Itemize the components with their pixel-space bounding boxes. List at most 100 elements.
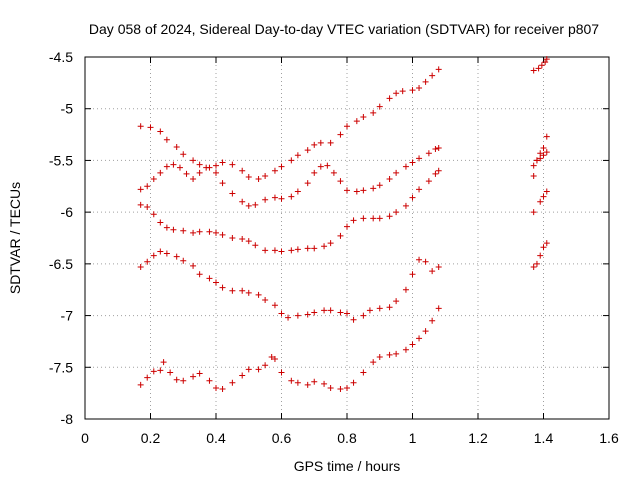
data-point-track-5: [321, 380, 328, 387]
data-point-track-1: [288, 157, 295, 164]
chart-title: Day 058 of 2024, Sidereal Day-to-day VTE…: [89, 21, 599, 37]
data-point-track-3: [271, 247, 278, 254]
data-point-track-2: [245, 202, 252, 209]
data-point-track-5: [239, 372, 246, 379]
data-point-track-6: [540, 145, 547, 152]
data-point-track-2: [229, 190, 236, 197]
data-point-track-5: [268, 353, 275, 360]
data-point-track-5: [304, 381, 311, 388]
data-point-track-4: [402, 286, 409, 293]
data-point-track-5: [422, 328, 429, 335]
data-point-track-1: [239, 167, 246, 174]
data-point-track-2: [176, 164, 183, 171]
data-point-track-2: [203, 164, 210, 171]
data-point-track-5: [262, 362, 269, 369]
data-point-track-5: [150, 368, 157, 375]
data-point-track-4: [190, 262, 197, 269]
data-point-track-7: [543, 240, 550, 247]
data-point-track-2: [416, 155, 423, 162]
x-tick-label: 0.6: [272, 430, 292, 446]
y-tick-label: -5: [61, 101, 74, 117]
data-point-track-4: [245, 289, 252, 296]
x-axis-label: GPS time / hours: [294, 458, 401, 474]
data-point-track-4: [262, 297, 269, 304]
data-point-track-4: [239, 287, 246, 294]
data-point-track-1: [435, 66, 442, 73]
data-point-track-6: [540, 152, 547, 159]
data-point-track-4: [180, 257, 187, 264]
data-point-track-1: [422, 78, 429, 85]
data-point-track-4: [157, 248, 164, 255]
data-point-track-6: [538, 62, 545, 69]
data-point-track-1: [278, 163, 285, 170]
data-point-track-4: [163, 250, 170, 257]
data-point-track-2: [262, 196, 269, 203]
data-point-track-5: [278, 369, 285, 376]
data-point-track-6: [530, 162, 537, 169]
data-point-track-5: [360, 369, 367, 376]
data-point-track-4: [360, 312, 367, 319]
data-point-track-4: [321, 307, 328, 314]
data-point-track-4: [271, 302, 278, 309]
data-point-track-4: [285, 314, 292, 321]
data-point-track-2: [150, 176, 157, 183]
data-point-track-2: [376, 182, 383, 189]
data-point-track-3: [180, 227, 187, 234]
data-point-track-2: [353, 188, 360, 195]
data-point-track-4: [173, 253, 180, 260]
data-point-track-1: [147, 124, 154, 131]
y-tick-label: -7: [61, 308, 74, 324]
data-point-track-3: [311, 245, 318, 252]
data-point-track-6: [543, 56, 550, 63]
data-point-track-3: [376, 215, 383, 222]
data-point-track-5: [157, 367, 164, 374]
data-point-track-4: [294, 312, 301, 319]
data-point-track-6: [537, 155, 544, 162]
data-point-track-3: [157, 219, 164, 226]
x-tick-label: 0.4: [206, 430, 226, 446]
data-point-track-2: [190, 176, 197, 183]
data-point-track-7: [537, 252, 544, 259]
data-point-track-4: [206, 275, 213, 282]
data-point-track-4: [429, 268, 436, 275]
data-point-track-2: [402, 163, 409, 170]
data-point-track-6: [543, 188, 550, 195]
data-point-track-1: [294, 152, 301, 159]
data-point-track-1: [163, 136, 170, 143]
data-point-track-6: [537, 150, 544, 157]
data-point-track-2: [288, 193, 295, 200]
data-point-track-6: [543, 133, 550, 140]
data-point-track-3: [150, 211, 157, 218]
x-tick-label: 0.8: [337, 430, 357, 446]
data-point-track-3: [245, 238, 252, 245]
data-point-track-3: [386, 213, 393, 220]
data-point-track-5: [288, 377, 295, 384]
data-point-track-4: [409, 271, 416, 278]
x-tick-label: 1: [409, 430, 417, 446]
data-point-track-3: [327, 240, 334, 247]
data-point-track-1: [173, 143, 180, 150]
data-point-track-3: [337, 232, 344, 239]
data-point-track-2: [144, 183, 151, 190]
y-tick-label: -6.5: [49, 256, 73, 272]
data-point-track-2: [252, 201, 259, 208]
data-point-track-2: [409, 159, 416, 166]
data-points: [137, 56, 550, 393]
data-point-track-5: [160, 359, 167, 366]
data-point-track-1: [317, 139, 324, 146]
data-point-track-3: [294, 246, 301, 253]
data-point-track-2: [344, 187, 350, 194]
data-point-track-2: [137, 186, 144, 193]
data-point-track-1: [353, 118, 360, 125]
data-point-track-4: [213, 279, 219, 286]
data-point-track-2: [157, 169, 164, 176]
data-point-track-2: [425, 150, 432, 157]
x-tick-labels: 0 0.2 0.4 0.6 0.8 1 1.2 1.4 1.6: [81, 430, 619, 446]
data-point-track-4: [219, 284, 226, 291]
data-point-track-4: [416, 256, 423, 263]
data-point-track-1: [327, 139, 334, 146]
data-point-track-1: [255, 176, 262, 183]
data-point-track-1: [196, 161, 203, 168]
data-point-track-3: [402, 202, 409, 209]
